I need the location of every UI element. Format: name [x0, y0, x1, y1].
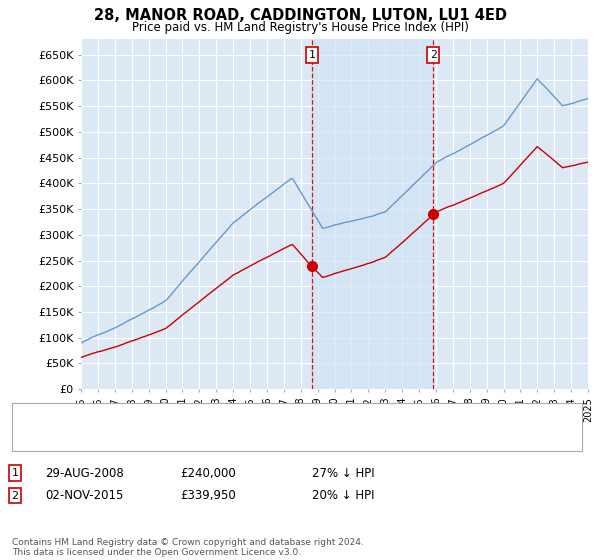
28, MANOR ROAD, CADDINGTON, LUTON, LU1 4ED (detached house): [584, 158, 592, 165]
28, MANOR ROAD, CADDINGTON, LUTON, LU1 4ED (detached house): [299, 253, 307, 259]
Text: Price paid vs. HM Land Registry's House Price Index (HPI): Price paid vs. HM Land Registry's House …: [131, 21, 469, 34]
HPI: Average price, detached house, Central Bedfordshire: (2e+03, 3.21e+05): Average price, detached house, Central B…: [229, 221, 236, 227]
HPI: Average price, detached house, Central Bedfordshire: (2.02e+03, 6.03e+05): Average price, detached house, Central B…: [533, 76, 541, 82]
Bar: [312, 39, 433, 389]
HPI: Average price, detached house, Central Bedfordshire: (2.01e+03, 3.6e+05): Average price, detached house, Central B…: [254, 200, 261, 207]
HPI: Average price, detached house, Central Bedfordshire: (2.02e+03, 5.54e+05): Average price, detached house, Central B…: [557, 101, 565, 108]
28, MANOR ROAD, CADDINGTON, LUTON, LU1 4ED (detached house): [77, 354, 85, 361]
Text: 20% ↓ HPI: 20% ↓ HPI: [312, 489, 374, 502]
HPI: Average price, detached house, Central Bedfordshire: (2.01e+03, 3.77e+05): Average price, detached house, Central B…: [299, 192, 307, 199]
Text: ——: ——: [30, 434, 45, 447]
HPI: Average price, detached house, Central Bedfordshire: (2e+03, 1.48e+05): Average price, detached house, Central B…: [140, 310, 147, 316]
Text: £339,950: £339,950: [180, 489, 236, 502]
Text: 1: 1: [308, 50, 315, 60]
HPI: Average price, detached house, Central Bedfordshire: (2e+03, 9e+04): Average price, detached house, Central B…: [77, 339, 85, 346]
Text: 28, MANOR ROAD, CADDINGTON, LUTON, LU1 4ED (detached house): 28, MANOR ROAD, CADDINGTON, LUTON, LU1 4…: [66, 412, 449, 422]
Text: HPI: Average price, detached house, Central Bedfordshire: HPI: Average price, detached house, Cent…: [66, 435, 388, 445]
Text: 28, MANOR ROAD, CADDINGTON, LUTON, LU1 4ED: 28, MANOR ROAD, CADDINGTON, LUTON, LU1 4…: [94, 8, 506, 24]
28, MANOR ROAD, CADDINGTON, LUTON, LU1 4ED (detached house): [140, 334, 147, 340]
Text: 2: 2: [11, 491, 19, 501]
28, MANOR ROAD, CADDINGTON, LUTON, LU1 4ED (detached house): [245, 263, 253, 270]
Text: 02-NOV-2015: 02-NOV-2015: [45, 489, 124, 502]
Text: 2: 2: [430, 50, 437, 60]
28, MANOR ROAD, CADDINGTON, LUTON, LU1 4ED (detached house): [254, 259, 261, 265]
Text: 27% ↓ HPI: 27% ↓ HPI: [312, 466, 374, 480]
28, MANOR ROAD, CADDINGTON, LUTON, LU1 4ED (detached house): [557, 163, 565, 170]
28, MANOR ROAD, CADDINGTON, LUTON, LU1 4ED (detached house): [229, 273, 236, 279]
Text: 29-AUG-2008: 29-AUG-2008: [45, 466, 124, 480]
HPI: Average price, detached house, Central Bedfordshire: (2.02e+03, 5.65e+05): Average price, detached house, Central B…: [584, 95, 592, 102]
28, MANOR ROAD, CADDINGTON, LUTON, LU1 4ED (detached house): [533, 143, 541, 150]
HPI: Average price, detached house, Central Bedfordshire: (2e+03, 3.47e+05): Average price, detached house, Central B…: [245, 207, 253, 214]
Line: HPI: Average price, detached house, Central Bedfordshire: HPI: Average price, detached house, Cent…: [81, 79, 588, 343]
Line: 28, MANOR ROAD, CADDINGTON, LUTON, LU1 4ED (detached house): 28, MANOR ROAD, CADDINGTON, LUTON, LU1 4…: [81, 147, 588, 357]
Text: £240,000: £240,000: [180, 466, 236, 480]
Text: 1: 1: [11, 468, 19, 478]
Text: Contains HM Land Registry data © Crown copyright and database right 2024.
This d: Contains HM Land Registry data © Crown c…: [12, 538, 364, 557]
Text: ——: ——: [30, 410, 45, 423]
